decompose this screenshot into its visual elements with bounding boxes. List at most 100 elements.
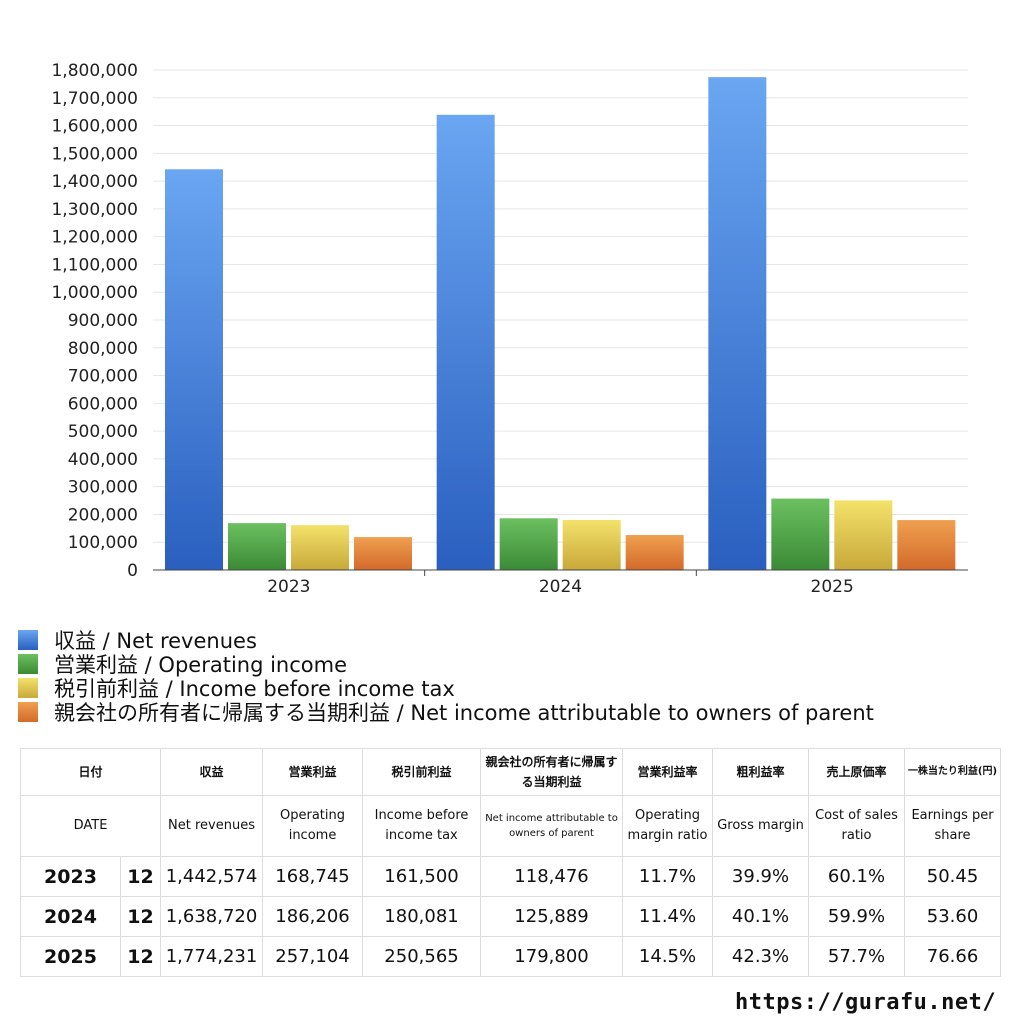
bar-net-income-parent-2023 (354, 537, 412, 570)
legend-swatch-net-revenues (18, 630, 38, 650)
y-tick-label: 1,500,000 (51, 144, 138, 164)
y-tick-label: 100,000 (68, 533, 138, 553)
legend-swatch-net-income-parent (18, 702, 38, 722)
y-tick-label: 900,000 (68, 311, 138, 331)
cell-operating-income: 257,104 (262, 936, 364, 977)
cell-net-income-parent: 179,800 (480, 936, 624, 977)
y-tick-label: 700,000 (68, 367, 138, 387)
legend-label-income-before-tax: 税引前利益 / Income before income tax (54, 677, 455, 701)
header-jp-eps: 一株当たり利益(円) (904, 748, 1002, 796)
cell-cost-of-sales: 59.9% (808, 896, 906, 937)
bar-operating-income-2024 (499, 518, 558, 570)
y-tick-label: 400,000 (68, 450, 138, 470)
cell-eps: 53.60 (904, 896, 1002, 937)
table-row: 2024 12 1,638,720 186,206 180,081 125,88… (20, 896, 1002, 937)
cell-month: 12 (119, 936, 162, 977)
header-jp-date: 日付 (19, 748, 162, 796)
header-jp-cost-of-sales: 売上原価率 (808, 748, 906, 796)
cell-operating-income: 186,206 (262, 896, 364, 937)
header-en-income-before-tax: Income before income tax (362, 795, 482, 857)
cell-net-income-parent: 118,476 (480, 856, 624, 897)
legend-label-net-revenues: 収益 / Net revenues (54, 629, 257, 653)
bar-net-income-parent-2024 (625, 535, 684, 570)
header-jp-net-income-parent: 親会社の所有者に帰属する当期利益 (480, 748, 624, 796)
table-header-jp: 日付 収益 営業利益 税引前利益 親会社の所有者に帰属する当期利益 営業利益率 … (19, 748, 1002, 796)
legend-item-net-income-parent: 親会社の所有者に帰属する当期利益 / Net income attributab… (18, 700, 874, 725)
table-row: 2025 12 1,774,231 257,104 250,565 179,80… (20, 936, 1002, 977)
bar-net-income-parent-2025 (897, 520, 956, 570)
header-jp-operating-income: 営業利益 (262, 748, 364, 796)
cell-eps: 50.45 (904, 856, 1002, 897)
table-row: 2023 12 1,442,574 168,745 161,500 118,47… (20, 856, 1002, 897)
y-tick-label: 1,400,000 (51, 172, 138, 192)
header-jp-income-before-tax: 税引前利益 (362, 748, 482, 796)
header-en-cost-of-sales: Cost of sales ratio (808, 795, 906, 857)
bar-net-revenues-2024 (436, 114, 495, 571)
cell-gross-margin: 42.3% (712, 936, 810, 977)
y-axis-ticks: 0 100,000 200,000 300,000 400,000 500,000 600,… (51, 61, 138, 581)
bar-income-before-tax-2023 (291, 525, 349, 570)
cell-income-before-tax: 250,565 (362, 936, 482, 977)
y-tick-label: 0 (127, 561, 138, 581)
cell-operating-margin: 11.4% (622, 896, 714, 937)
y-tick-label: 500,000 (68, 422, 138, 442)
financial-table: 日付 収益 営業利益 税引前利益 親会社の所有者に帰属する当期利益 営業利益率 … (19, 748, 1002, 977)
site-url[interactable]: https://gurafu.net/ (735, 990, 997, 1015)
x-tick-label: 2025 (811, 577, 854, 597)
y-tick-label: 600,000 (68, 394, 138, 414)
header-en-gross-margin: Gross margin (712, 795, 810, 857)
cell-eps: 76.66 (904, 936, 1002, 977)
cell-month: 12 (119, 856, 162, 897)
cell-net-revenues: 1,638,720 (160, 896, 264, 937)
x-axis-ticks: 2023 2024 2025 (267, 570, 854, 597)
y-tick-label: 1,700,000 (51, 89, 138, 109)
y-tick-label: 1,200,000 (51, 228, 138, 248)
header-en-net-income-parent: Net income attributable to owners of par… (480, 795, 624, 857)
cell-net-revenues: 1,774,231 (160, 936, 264, 977)
bar-net-revenues-2025 (708, 77, 767, 571)
bar-chart: 0 100,000 200,000 300,000 400,000 500,000 600,… (51, 61, 968, 597)
y-tick-label: 1,100,000 (51, 255, 138, 275)
legend: 収益 / Net revenues 営業利益 / Operating incom… (18, 628, 874, 725)
legend-item-net-revenues: 収益 / Net revenues (18, 628, 874, 653)
legend-item-operating-income: 営業利益 / Operating income (18, 652, 874, 677)
cell-net-income-parent: 125,889 (480, 896, 624, 937)
legend-label-net-income-parent: 親会社の所有者に帰属する当期利益 / Net income attributab… (54, 701, 874, 725)
header-jp-gross-margin: 粗利益率 (712, 748, 810, 796)
x-tick-label: 2023 (267, 577, 310, 597)
y-tick-label: 1,000,000 (51, 283, 138, 303)
y-tick-label: 1,800,000 (51, 61, 138, 81)
cell-year: 2024 (20, 896, 121, 937)
cell-operating-margin: 14.5% (622, 936, 714, 977)
cell-cost-of-sales: 60.1% (808, 856, 906, 897)
cell-year: 2023 (20, 856, 121, 897)
header-en-date: DATE (19, 795, 162, 857)
bar-operating-income-2025 (771, 498, 830, 570)
cell-operating-margin: 11.7% (622, 856, 714, 897)
legend-item-income-before-tax: 税引前利益 / Income before income tax (18, 676, 874, 701)
cell-cost-of-sales: 57.7% (808, 936, 906, 977)
cell-gross-margin: 39.9% (712, 856, 810, 897)
header-en-operating-margin: Operating margin ratio (622, 795, 714, 857)
cell-operating-income: 168,745 (262, 856, 364, 897)
y-tick-label: 300,000 (68, 478, 138, 498)
y-tick-label: 200,000 (68, 505, 138, 525)
table-header-en: DATE Net revenues Operating income Incom… (19, 795, 1002, 857)
cell-gross-margin: 40.1% (712, 896, 810, 937)
cell-net-revenues: 1,442,574 (160, 856, 264, 897)
y-tick-label: 800,000 (68, 339, 138, 359)
grid-lines (153, 69, 968, 543)
y-tick-label: 1,600,000 (51, 117, 138, 137)
legend-swatch-operating-income (18, 654, 38, 674)
cell-income-before-tax: 180,081 (362, 896, 482, 937)
cell-year: 2025 (20, 936, 121, 977)
header-jp-net-revenues: 収益 (160, 748, 264, 796)
bar-income-before-tax-2025 (834, 500, 893, 570)
header-en-eps: Earnings per share (904, 795, 1002, 857)
bars (165, 77, 956, 571)
y-tick-label: 1,300,000 (51, 200, 138, 220)
legend-swatch-income-before-tax (18, 678, 38, 698)
cell-month: 12 (119, 896, 162, 937)
legend-label-operating-income: 営業利益 / Operating income (54, 653, 348, 677)
bar-income-before-tax-2024 (562, 519, 621, 570)
